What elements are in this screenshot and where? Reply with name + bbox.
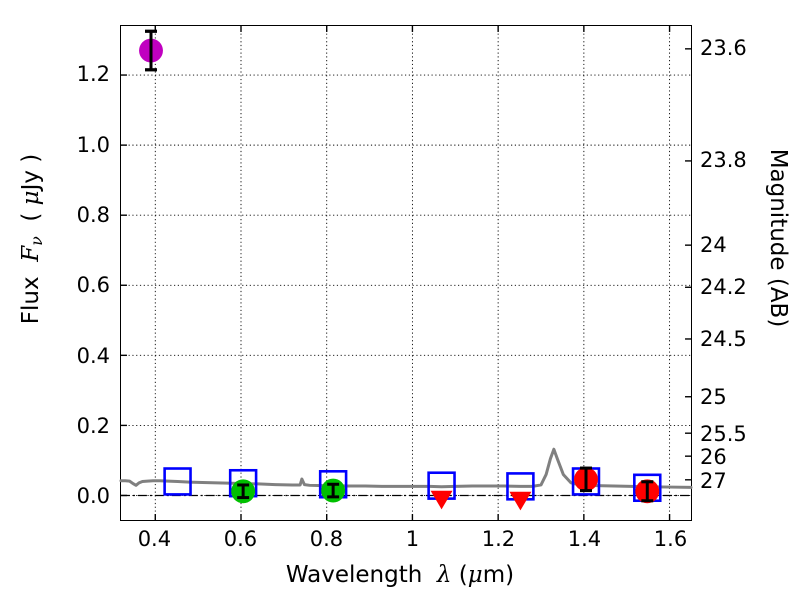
y-axis-tick-label: 0.2 [76, 414, 110, 439]
data-markers [139, 29, 660, 511]
y-axis-right-tick-label: 25.5 [700, 421, 747, 446]
y-axis-tick-label: 1.2 [76, 62, 110, 87]
plot-area [119, 25, 693, 521]
x-axis-tick-label: 1.6 [653, 527, 688, 551]
gridlines-group [121, 26, 691, 520]
plot-svg [119, 26, 693, 520]
y-axis-right-title: Magnitude (AB) [765, 148, 791, 328]
y-axis-left-title: Flux Fν ( μJy ) [18, 153, 46, 325]
model-sed-curve [119, 447, 693, 489]
model-sed-line [119, 447, 693, 489]
x-axis-tick-label: 0.8 [309, 527, 344, 551]
y-axis-right-tick-label: 24.5 [700, 327, 747, 352]
tick-marks-group [121, 26, 691, 520]
x-axis-title: Wavelength λ (μm) [285, 562, 515, 588]
y-axis-tick-label: 0.8 [76, 202, 110, 227]
x-axis-tick-label: 0.4 [137, 527, 172, 551]
y-axis-right-tick-label: 24.2 [700, 275, 747, 300]
upper-limit-triangle [509, 491, 532, 511]
y-axis-tick-label: 1.0 [76, 132, 110, 157]
x-axis-tick-label: 1.2 [481, 527, 516, 551]
x-axis-tick-label: 1.4 [567, 527, 602, 551]
y-axis-tick-label: 0.0 [76, 484, 110, 509]
upper-limit-triangle [430, 490, 453, 510]
y-axis-right-tick-label: 26 [700, 444, 727, 469]
y-axis-right-tick-label: 23.8 [700, 148, 747, 173]
y-axis-right-tick-label: 27 [700, 468, 727, 493]
y-axis-tick-label: 0.6 [76, 273, 110, 298]
y-axis-right-tick-label: 23.6 [700, 35, 747, 60]
y-axis-tick-label: 0.4 [76, 343, 110, 368]
y-axis-right-tick-label: 24 [700, 233, 727, 258]
x-axis-tick-label: 1 [405, 527, 420, 551]
y-axis-right-tick-label: 25 [700, 385, 727, 410]
model-photometry-square [163, 467, 192, 496]
x-axis-tick-label: 0.6 [223, 527, 258, 551]
